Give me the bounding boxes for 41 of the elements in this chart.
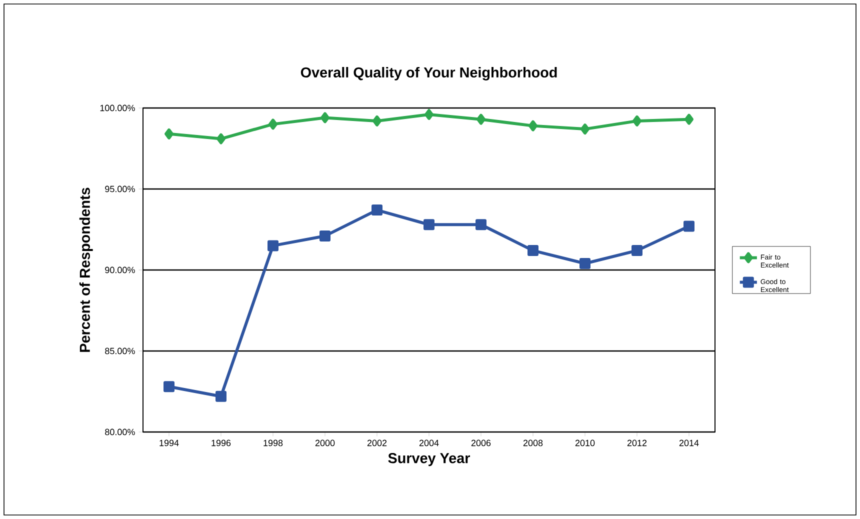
x-axis-title: Survey Year xyxy=(388,453,470,466)
x-tick-label: 2008 xyxy=(523,440,543,446)
point xyxy=(528,120,538,132)
point xyxy=(580,258,590,270)
point xyxy=(372,115,382,126)
x-tick-label: 2012 xyxy=(627,440,647,446)
point xyxy=(580,124,590,135)
y-tick-label: 90.00% xyxy=(105,266,135,274)
point xyxy=(216,390,227,402)
y-tick-label: 85.00% xyxy=(105,348,135,354)
chart-title: Overall Quality of Your Neighborhood xyxy=(300,66,557,80)
point xyxy=(164,128,174,140)
x-tick-label: 2000 xyxy=(315,440,335,446)
point xyxy=(424,219,435,230)
point xyxy=(164,381,175,392)
point xyxy=(372,204,382,216)
point xyxy=(268,118,278,130)
y-tick-label: 95.00% xyxy=(105,186,135,192)
x-tick-label: 2002 xyxy=(367,440,387,446)
x-tick-label: 2010 xyxy=(575,440,595,446)
point xyxy=(476,114,486,125)
point xyxy=(528,245,538,256)
x-tick-label: 2014 xyxy=(679,440,699,446)
x-tick-label: 1998 xyxy=(264,440,283,446)
y-axis-title: Percent of Respondents xyxy=(79,188,93,352)
point xyxy=(683,220,694,232)
x-tick-label: 2004 xyxy=(419,440,439,446)
point xyxy=(632,115,642,126)
point xyxy=(684,114,694,125)
point xyxy=(424,108,434,120)
x-tick-label: 1996 xyxy=(212,440,231,446)
point xyxy=(632,245,642,256)
x-tick-label: 1994 xyxy=(160,440,179,446)
x-tick-label: 2006 xyxy=(471,440,491,446)
y-tick-label: 100.00% xyxy=(100,104,135,112)
point xyxy=(320,112,330,124)
point xyxy=(476,219,486,230)
y-tick-label: 80.00% xyxy=(105,428,135,436)
point xyxy=(268,240,279,252)
point xyxy=(320,230,331,242)
point xyxy=(216,133,226,144)
